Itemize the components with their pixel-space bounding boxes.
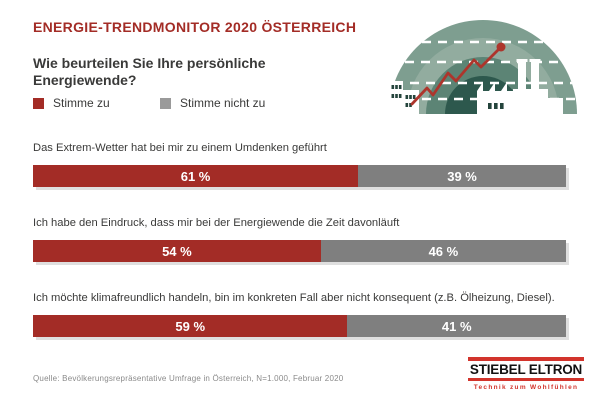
legend: Stimme zu Stimme nicht zu xyxy=(33,96,265,110)
bar-segment-agree: 59 % xyxy=(33,315,348,337)
stacked-bar: 61 % 39 % xyxy=(33,165,566,187)
legend-disagree-label: Stimme nicht zu xyxy=(180,96,266,110)
bar-segment-disagree: 46 % xyxy=(320,240,566,262)
disagree-color-swatch xyxy=(160,97,171,109)
chart-row: Ich habe den Eindruck, dass mir bei der … xyxy=(33,217,566,262)
building-left xyxy=(389,81,419,114)
bar-segment-agree: 61 % xyxy=(33,165,359,187)
page-title: ENERGIE-TRENDMONITOR 2020 ÖSTERREICH xyxy=(33,19,357,35)
bar-category-label: Ich habe den Eindruck, dass mir bei der … xyxy=(33,217,400,229)
logo-top-bar xyxy=(468,357,584,361)
stacked-bar: 59 % 41 % xyxy=(33,315,566,337)
logo-slogan: Technik zum Wohlfühlen xyxy=(473,384,579,391)
legend-item-disagree: Stimme nicht zu xyxy=(160,96,265,110)
bar-value-label: 61 % xyxy=(180,168,211,184)
agree-color-swatch xyxy=(33,97,44,109)
question-heading: Wie beurteilen Sie Ihre persönliche Ener… xyxy=(33,55,266,88)
bar-value-label: 54 % xyxy=(162,243,192,259)
chart-row: Ich möchte klimafreundlich handeln, bin … xyxy=(33,292,566,337)
legend-agree-label: Stimme zu xyxy=(53,96,110,110)
stacked-bar: 54 % 46 % xyxy=(33,240,566,262)
bar-value-label: 41 % xyxy=(441,318,472,334)
trend-endpoint-dot xyxy=(496,42,506,52)
bar-value-label: 46 % xyxy=(428,243,459,259)
bar-segment-agree: 54 % xyxy=(33,240,321,262)
bar-value-label: 59 % xyxy=(175,318,206,334)
city-energy-trend-illustration xyxy=(389,20,577,114)
legend-item-agree: Stimme zu xyxy=(33,96,160,110)
bar-segment-disagree: 39 % xyxy=(358,165,566,187)
bar-chart: Das Extrem-Wetter hat bei mir zu einem U… xyxy=(33,142,566,367)
logo-bottom-bar xyxy=(468,377,584,381)
bar-value-label: 39 % xyxy=(447,168,477,184)
stiebel-eltron-logo: STIEBEL ELTRON Technik zum Wohlfühlen xyxy=(468,357,584,391)
trend-line xyxy=(410,42,506,106)
source-note: Quelle: Bevölkerungsrepräsentative Umfra… xyxy=(33,374,344,383)
bar-category-label: Das Extrem-Wetter hat bei mir zu einem U… xyxy=(33,142,327,154)
bar-segment-disagree: 41 % xyxy=(347,315,566,337)
logo-wordmark: STIEBEL ELTRON xyxy=(469,361,583,377)
chart-row: Das Extrem-Wetter hat bei mir zu einem U… xyxy=(33,142,566,187)
bar-category-label: Ich möchte klimafreundlich handeln, bin … xyxy=(33,292,555,304)
factory-right xyxy=(477,59,563,114)
